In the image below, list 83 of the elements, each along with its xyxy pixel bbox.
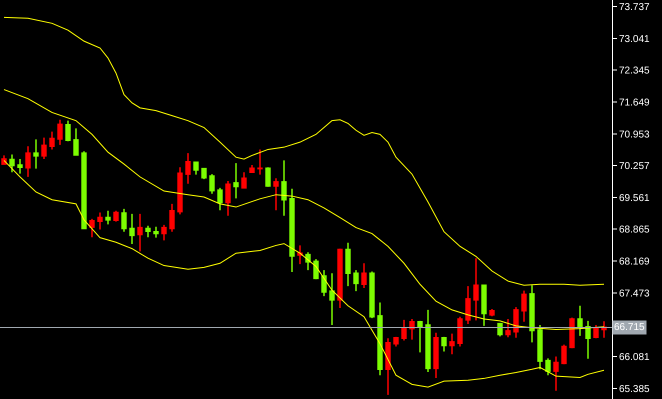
candlestick (489, 308, 495, 318)
candlestick (57, 119, 63, 146)
y-tick-label: 65.385 (619, 384, 650, 395)
candlestick (433, 332, 439, 379)
candlestick (113, 210, 119, 222)
candlestick (441, 336, 447, 352)
y-tick-label: 73.041 (619, 34, 650, 45)
candlestick (481, 284, 487, 327)
candlestick (409, 318, 415, 340)
candlestick (377, 302, 383, 376)
candlestick (521, 290, 527, 323)
candlestick (89, 218, 95, 238)
candlestick (153, 226, 159, 238)
candlestick (97, 212, 103, 230)
candlestick (233, 162, 239, 200)
candlestick (465, 285, 471, 325)
candlestick (337, 248, 343, 309)
candlestick (265, 166, 271, 188)
candlestick (17, 158, 23, 174)
line-series (4, 89, 604, 330)
candlestick (505, 318, 511, 338)
line-series (4, 16, 604, 286)
candlestick (249, 164, 255, 174)
y-tick-label: 67.473 (619, 288, 650, 300)
candlestick (9, 154, 15, 174)
candlestick (225, 180, 231, 216)
candlestick (369, 270, 375, 319)
candlestick (425, 309, 431, 373)
candlestick (169, 203, 175, 232)
candlestick (41, 136, 47, 160)
y-tick-label: 70.953 (619, 129, 650, 140)
candlestick (361, 262, 367, 289)
candlestick (401, 319, 407, 342)
candlestick (321, 269, 327, 297)
y-tick-label: 66.081 (619, 352, 650, 363)
candlestick (209, 173, 215, 195)
candlestick (105, 210, 111, 226)
candlestick (25, 146, 31, 178)
candlestick (529, 284, 535, 344)
candlestick (473, 257, 479, 322)
candlestick (145, 225, 151, 238)
y-tick-label: 69.561 (619, 192, 650, 204)
candlestick (345, 242, 351, 287)
candlestick (393, 336, 399, 348)
line-series (4, 160, 604, 388)
candlestick (289, 188, 295, 273)
candlestick (217, 187, 223, 211)
candlestick (329, 272, 335, 326)
y-tick-label: 73.737 (619, 2, 650, 14)
y-tick-label: 68.865 (619, 224, 650, 236)
candlestick (33, 138, 39, 170)
candlestick (273, 178, 279, 211)
candlestick (297, 244, 303, 265)
candlestick (73, 128, 79, 156)
candlestick (385, 337, 391, 396)
candlestick (561, 344, 567, 366)
candlestick (449, 332, 455, 355)
candlestick (193, 162, 199, 176)
candlestick (553, 356, 559, 392)
candlestick (241, 172, 247, 189)
candlestick (281, 160, 287, 216)
candlestick (121, 208, 127, 232)
candlestick (417, 320, 423, 354)
y-tick-label: 68.169 (619, 256, 650, 268)
candlestick (185, 152, 191, 184)
y-tick-label: 72.345 (619, 66, 650, 77)
candlestick (81, 150, 87, 230)
ref-line-label: 66.715 (614, 322, 646, 333)
candlestick (537, 324, 543, 370)
candlestick (601, 320, 607, 339)
y-tick-label: 71.649 (619, 97, 650, 108)
y-tick-label: 70.257 (619, 161, 650, 172)
candlestick (353, 269, 359, 292)
candlestick (129, 213, 135, 245)
candlestick (137, 213, 143, 252)
candlestick (457, 316, 463, 348)
candlestick (49, 130, 55, 150)
candlestick (161, 224, 167, 242)
candlestick (65, 120, 71, 142)
candlestick (177, 166, 183, 216)
candlestick (577, 305, 583, 337)
candlestick (585, 320, 591, 360)
candlestick (257, 148, 263, 176)
